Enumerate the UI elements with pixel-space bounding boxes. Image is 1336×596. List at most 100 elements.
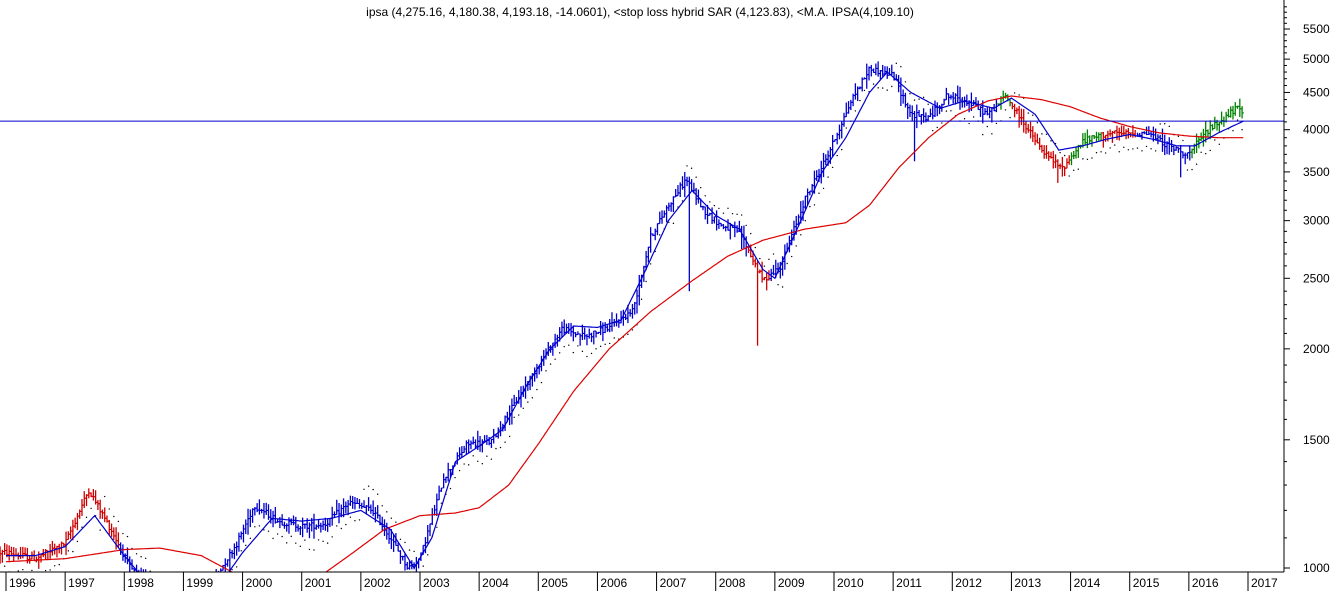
sar-dot: [1028, 112, 1029, 113]
sar-dot: [491, 459, 492, 460]
sar-dot: [313, 549, 314, 550]
sar-dot: [532, 397, 533, 398]
sar-dot: [859, 100, 860, 101]
x-tick-label: 2012: [955, 576, 982, 590]
chart-title: ipsa (4,275.16, 4,180.38, 4,193.18, -14.…: [366, 5, 914, 19]
sar-dot: [1187, 169, 1188, 170]
x-tick-label: 2013: [1014, 576, 1041, 590]
sar-dot: [159, 573, 160, 574]
sar-dot: [504, 441, 505, 442]
sar-dot: [1232, 130, 1233, 131]
sar-dot: [231, 569, 232, 570]
x-tick-label: 2004: [482, 576, 509, 590]
sar-dot: [99, 529, 100, 530]
sar-dot: [1128, 149, 1129, 150]
sar-dot: [991, 133, 992, 134]
sar-dot: [796, 245, 797, 246]
sar-dot: [354, 520, 355, 521]
sar-dot: [937, 127, 938, 128]
sar-dot: [1046, 134, 1047, 135]
sar-dot: [814, 204, 815, 205]
sar-dot: [486, 456, 487, 457]
sar-dot: [272, 538, 273, 539]
sar-dot: [295, 542, 296, 543]
sar-dot: [413, 551, 414, 552]
sar-dot: [1069, 175, 1070, 176]
sar-dot: [513, 417, 514, 418]
sar-dot: [1109, 147, 1110, 148]
x-tick-label: 2000: [246, 576, 273, 590]
sar-dot: [72, 551, 73, 552]
sar-dot: [40, 573, 41, 574]
sar-dot: [1005, 109, 1006, 110]
sar-dot: [1141, 150, 1142, 151]
sar-dot: [1114, 144, 1115, 145]
sar-dot: [764, 265, 765, 266]
sar-dot: [259, 525, 260, 526]
sar-dot: [891, 86, 892, 87]
sar-dot: [1119, 151, 1120, 152]
sar-dot: [1041, 133, 1042, 134]
sar-dot: [1096, 152, 1097, 153]
sar-dot: [54, 565, 55, 566]
sar-dot: [545, 370, 546, 371]
sar-dot: [755, 247, 756, 248]
y-tick-label: 3500: [1303, 165, 1330, 179]
sar-dot: [809, 206, 810, 207]
sar-dot: [695, 176, 696, 177]
sar-dot: [705, 195, 706, 196]
sar-dot: [1191, 169, 1192, 170]
sar-dot: [732, 213, 733, 214]
sar-dot: [4, 565, 5, 566]
sar-dot: [395, 521, 396, 522]
sar-dot: [873, 83, 874, 84]
sar-dot: [1150, 148, 1151, 149]
y-tick-label: 5500: [1303, 22, 1330, 36]
sar-dot: [336, 525, 337, 526]
sar-dot: [541, 382, 542, 383]
sar-dot: [727, 208, 728, 209]
sar-dot: [104, 496, 105, 497]
sar-dot: [400, 539, 401, 540]
sar-dot: [241, 550, 242, 551]
fast-moving-average-line: [6, 72, 1243, 591]
sar-dot: [750, 233, 751, 234]
sar-dot: [304, 539, 305, 540]
sar-dot: [322, 541, 323, 542]
sar-dot: [1210, 150, 1211, 151]
x-tick-label: 2015: [1133, 576, 1160, 590]
sar-dot: [318, 539, 319, 540]
sar-dot: [1241, 129, 1242, 130]
sar-dot: [1091, 157, 1092, 158]
sar-dot: [736, 214, 737, 215]
x-tick-label: 2002: [364, 576, 391, 590]
x-tick-label: 2008: [719, 576, 746, 590]
sar-dot: [418, 579, 419, 580]
sar-dot: [827, 176, 828, 177]
sar-dot: [1155, 150, 1156, 151]
sar-dot: [841, 149, 842, 150]
sar-dot: [227, 577, 228, 578]
x-tick-label: 2005: [541, 576, 568, 590]
sar-dot: [800, 234, 801, 235]
sar-dot: [882, 87, 883, 88]
sar-dot: [1137, 147, 1138, 148]
x-tick-label: 1996: [9, 576, 36, 590]
sar-dot: [268, 530, 269, 531]
sar-dot: [987, 126, 988, 127]
sar-dot: [154, 576, 155, 577]
sar-dot: [1196, 164, 1197, 165]
sar-dot: [341, 528, 342, 529]
sar-dot: [564, 346, 565, 347]
sar-dot: [136, 553, 137, 554]
sar-dot: [404, 542, 405, 543]
sar-dot: [477, 461, 478, 462]
sar-dot: [996, 123, 997, 124]
sar-dot: [363, 489, 364, 490]
sar-dot: [482, 463, 483, 464]
sar-dot: [577, 345, 578, 346]
sar-dot: [286, 542, 287, 543]
sar-dot: [700, 187, 701, 188]
